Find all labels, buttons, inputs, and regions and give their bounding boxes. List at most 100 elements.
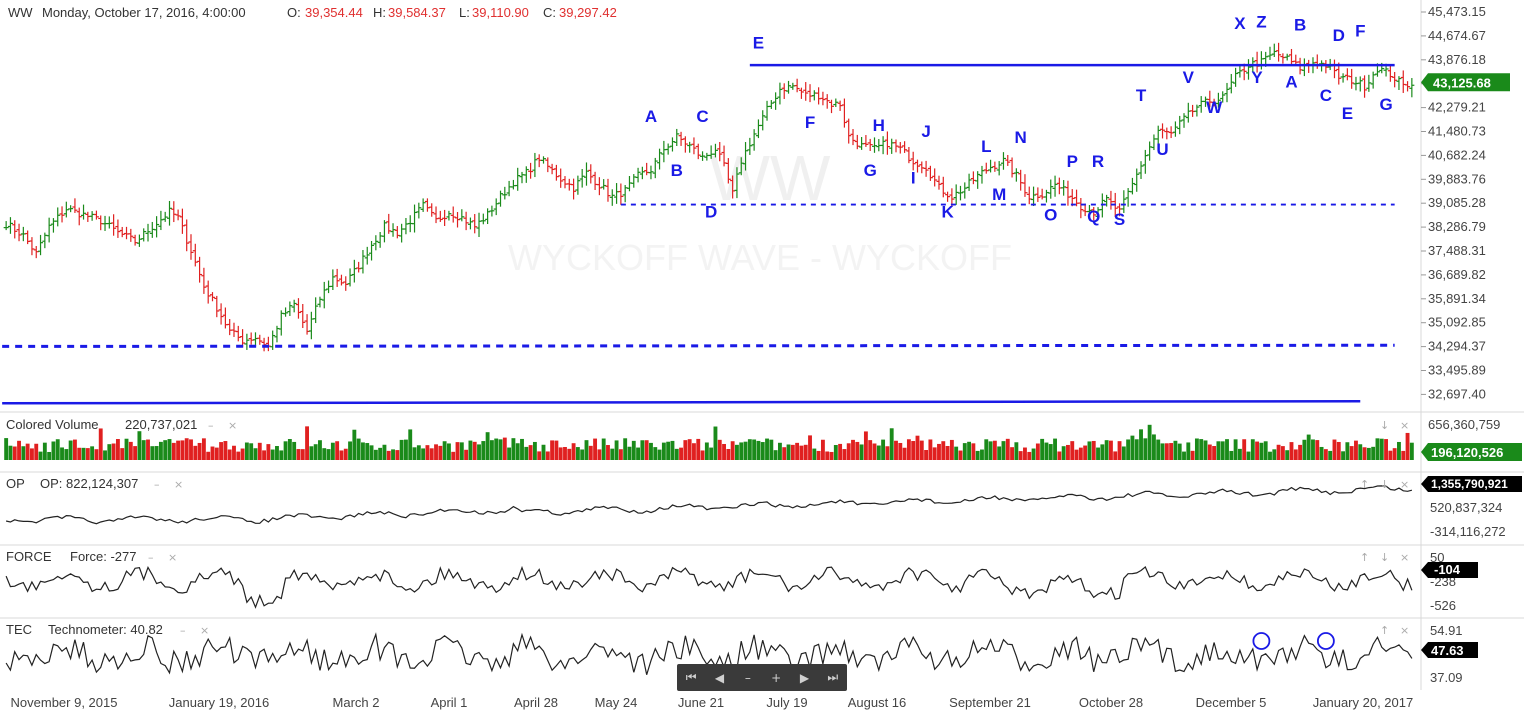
op-pane-close-icon[interactable]: × <box>1400 478 1409 491</box>
volume-bar <box>1001 441 1006 460</box>
force-close-icon[interactable]: × <box>168 551 177 564</box>
volume-bar <box>348 441 352 460</box>
volume-bar <box>601 438 606 460</box>
price-tick-label: 35,891.34 <box>1428 291 1486 306</box>
ohlc-bar <box>442 209 448 226</box>
wave-label-g: G <box>864 161 877 180</box>
ohlc-bar <box>201 267 207 294</box>
wave-label-f: F <box>1355 22 1365 41</box>
volume-bar <box>201 438 206 460</box>
volume-bar <box>937 443 941 460</box>
ohlc-bar <box>1065 180 1071 206</box>
ohlc-bar <box>68 205 74 213</box>
volume-bar <box>726 449 731 460</box>
force-pane[interactable]: 50-238-526-104 <box>5 550 1478 613</box>
ohlc-bar <box>1340 73 1346 83</box>
ohlc-bar <box>1013 168 1019 182</box>
volume-bar <box>511 438 516 460</box>
ohlc-bar <box>119 226 125 238</box>
wave-label-d: D <box>705 203 717 222</box>
zoom-in-icon[interactable]: + <box>771 670 782 685</box>
volume-bar <box>679 447 683 460</box>
volume-bar <box>189 439 193 460</box>
ohlc-bar <box>214 295 220 318</box>
wave-label-y: Y <box>1251 68 1263 87</box>
volume-bar <box>623 438 628 460</box>
tec-minimize-icon[interactable]: – <box>180 624 186 637</box>
volume-bar <box>558 447 563 460</box>
force-pane-close-icon[interactable]: × <box>1400 551 1409 564</box>
zoom-out-icon[interactable]: – <box>744 670 751 685</box>
tec-up-icon[interactable]: ↑ <box>1380 624 1389 637</box>
ohlc-bar <box>536 154 542 168</box>
ohlc-bar <box>695 143 701 160</box>
ohlc-bar <box>1125 188 1131 207</box>
op-down-icon[interactable]: ↓ <box>1380 478 1389 491</box>
volume-close-icon[interactable]: × <box>228 419 237 432</box>
volume-bar <box>1220 441 1225 460</box>
ohlc-bar <box>437 210 443 222</box>
ohlc-bar <box>966 173 972 191</box>
op-up-icon[interactable]: ↑ <box>1360 478 1369 491</box>
volume-bar <box>1066 444 1070 460</box>
force-down-icon[interactable]: ↓ <box>1380 551 1389 564</box>
tec-pane-close-icon[interactable]: × <box>1400 624 1409 637</box>
time-tick-label: January 19, 2016 <box>169 695 269 710</box>
volume-bar <box>219 442 224 460</box>
first-icon[interactable]: ⏮ <box>685 670 697 684</box>
ohlc-bar <box>244 333 250 350</box>
prev-icon[interactable]: ◀ <box>714 670 725 685</box>
ohlc-bar <box>433 206 439 224</box>
volume-bar <box>180 440 185 460</box>
ohlc-bar <box>98 215 104 231</box>
force-minimize-icon[interactable]: – <box>148 551 154 564</box>
volume-bar <box>1151 434 1156 460</box>
wave-label-x: X <box>1234 14 1246 33</box>
ohlc-bar <box>897 142 903 154</box>
ohlc-bar <box>940 176 946 198</box>
volume-bar <box>17 440 21 460</box>
volume-bar <box>1388 450 1393 460</box>
tec-close-icon[interactable]: × <box>200 624 209 637</box>
volume-bar <box>1143 438 1148 460</box>
time-tick-label: December 5 <box>1196 695 1267 710</box>
op-close-icon[interactable]: × <box>174 478 183 491</box>
op-pane[interactable]: 520,837,324 -314,116,272 1,355,790,921 <box>5 476 1522 539</box>
volume-bar <box>472 441 477 460</box>
force-up-icon[interactable]: ↑ <box>1360 551 1369 564</box>
volume-bar <box>735 444 739 460</box>
volume-down-icon[interactable]: ↓ <box>1380 419 1389 432</box>
volume-bar <box>692 443 696 460</box>
tec-pane[interactable]: 54.91 37.09 47.63 <box>5 623 1478 685</box>
next-icon[interactable]: ▶ <box>799 670 810 685</box>
volume-minimize-icon[interactable]: – <box>208 419 214 432</box>
ohlc-bar <box>1009 157 1015 178</box>
price-pane[interactable] <box>3 42 1415 352</box>
wave-label-e: E <box>1342 104 1353 123</box>
volume-pane-close-icon[interactable]: × <box>1400 419 1409 432</box>
volume-bar <box>1023 447 1027 460</box>
volume-bar <box>954 446 959 460</box>
volume-bar <box>98 428 103 460</box>
last-icon[interactable]: ⏭ <box>827 670 839 684</box>
volume-bar <box>1109 440 1113 460</box>
ohlc-bar <box>1353 76 1359 91</box>
volume-bar <box>717 439 722 460</box>
op-minimize-icon[interactable]: – <box>154 478 160 491</box>
volume-bar <box>1255 441 1260 460</box>
price-tick-label: 39,085.28 <box>1428 195 1486 210</box>
ohlc-bar <box>1052 175 1058 197</box>
ohlc-bar <box>1091 206 1097 221</box>
ohlc-bar <box>945 191 951 202</box>
ohlc-bar <box>1026 186 1032 205</box>
volume-bar <box>1035 443 1040 460</box>
ohlc-bar <box>154 216 160 238</box>
volume-bar <box>868 440 873 460</box>
volume-bar <box>4 438 9 460</box>
volume-pane[interactable]: 656,360,759 196,120,526 <box>4 417 1522 461</box>
ohlc-bar <box>1177 115 1183 135</box>
wave-label-a: A <box>645 107 657 126</box>
volume-bar <box>378 447 383 460</box>
wave-label-c: C <box>1320 86 1332 105</box>
